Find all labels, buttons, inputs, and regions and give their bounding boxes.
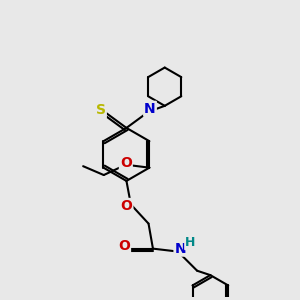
Text: O: O [118, 239, 130, 253]
Text: O: O [121, 199, 132, 213]
Text: S: S [96, 103, 106, 117]
Text: N: N [144, 102, 156, 116]
Text: H: H [185, 236, 196, 249]
Text: N: N [175, 242, 186, 256]
Text: O: O [120, 156, 132, 170]
